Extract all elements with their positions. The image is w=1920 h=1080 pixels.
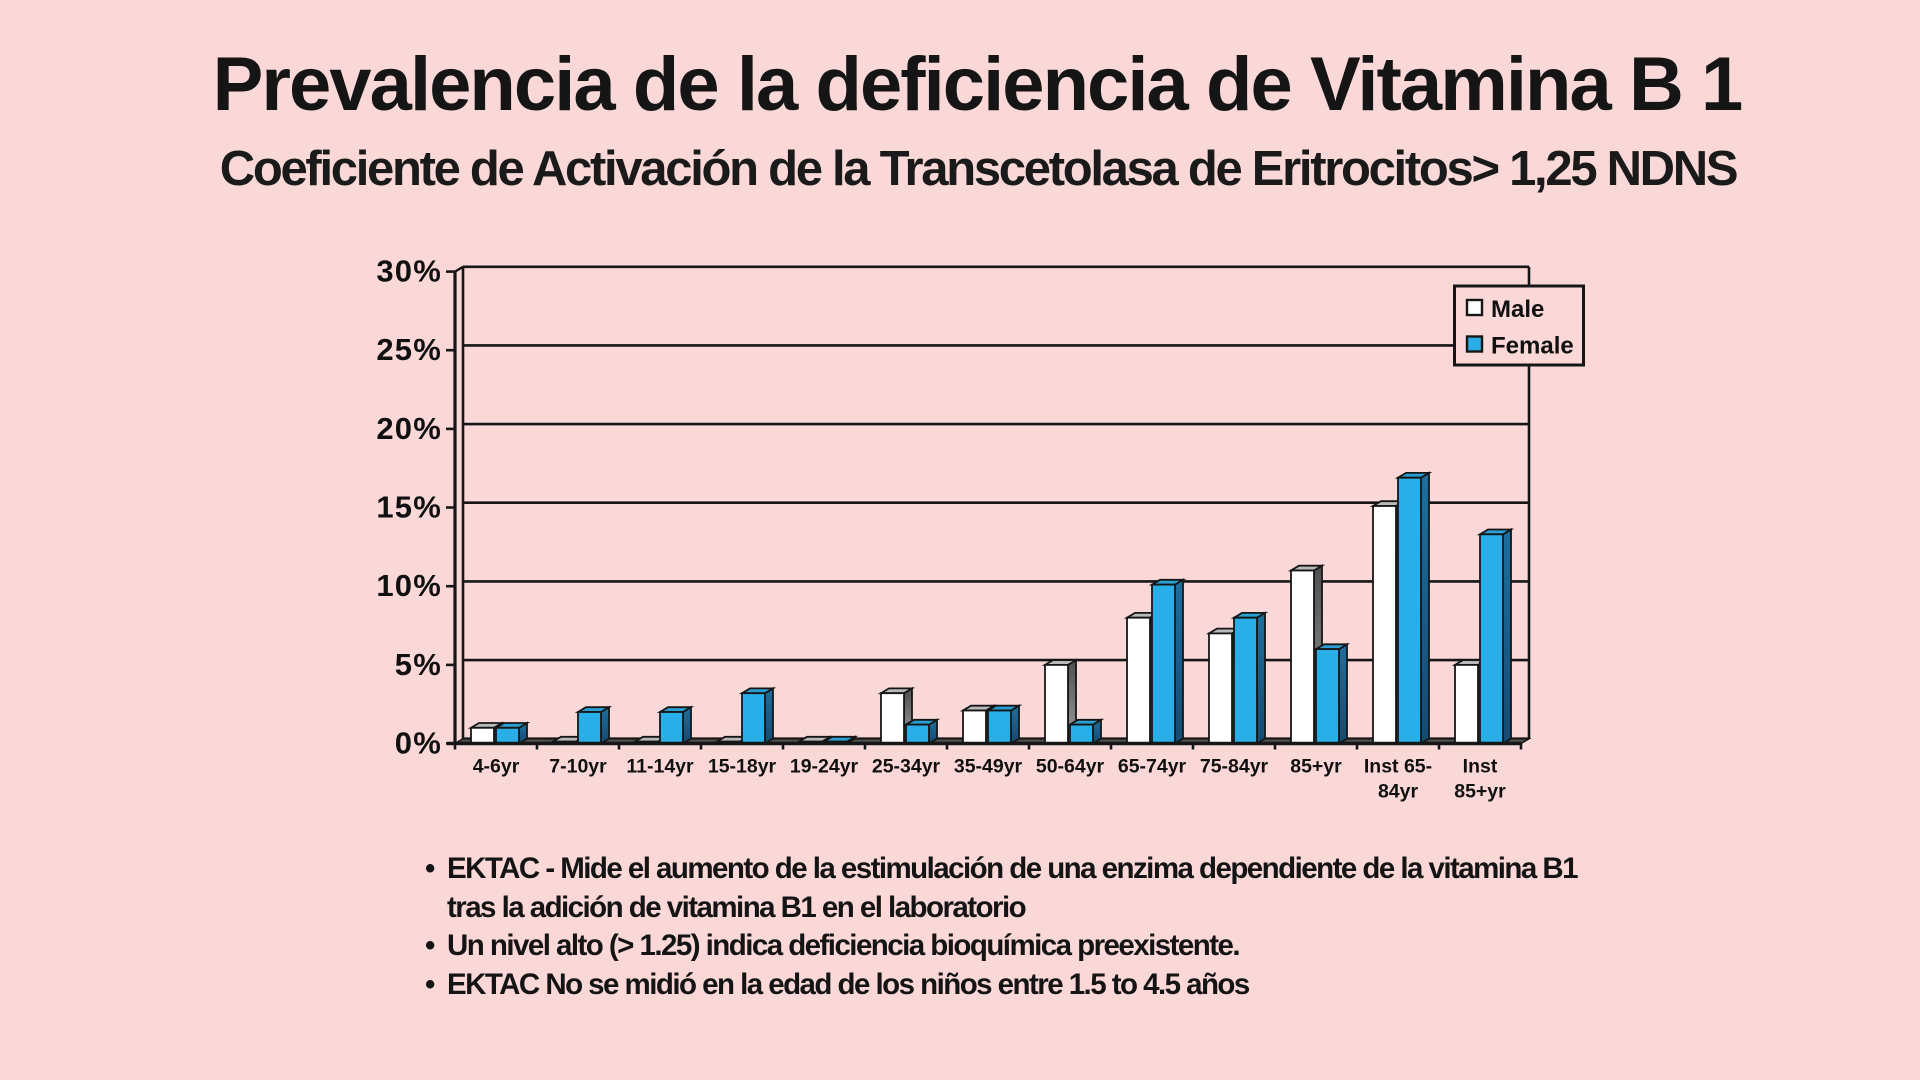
svg-text:25%: 25%	[376, 332, 442, 367]
svg-text:7-10yr: 7-10yr	[549, 756, 607, 778]
svg-text:5%: 5%	[395, 647, 442, 682]
svg-text:4-6yr: 4-6yr	[473, 756, 520, 778]
svg-text:84yr: 84yr	[1378, 781, 1419, 803]
svg-text:15-18yr: 15-18yr	[708, 756, 777, 778]
svg-text:25-34yr: 25-34yr	[872, 756, 941, 778]
svg-text:20%: 20%	[376, 411, 442, 446]
svg-text:75-84yr: 75-84yr	[1200, 756, 1269, 778]
svg-text:35-49yr: 35-49yr	[954, 756, 1023, 778]
svg-text:19-24yr: 19-24yr	[790, 756, 859, 778]
svg-text:0%: 0%	[395, 726, 442, 761]
svg-text:10%: 10%	[376, 568, 442, 603]
svg-text:85+yr: 85+yr	[1290, 756, 1342, 778]
svg-text:Male: Male	[1491, 296, 1544, 323]
svg-text:50-64yr: 50-64yr	[1036, 756, 1105, 778]
svg-text:65-74yr: 65-74yr	[1118, 756, 1187, 778]
svg-text:11-14yr: 11-14yr	[626, 756, 694, 778]
svg-text:30%: 30%	[376, 254, 442, 289]
svg-text:Inst 65-: Inst 65-	[1364, 756, 1432, 778]
svg-text:85+yr: 85+yr	[1454, 781, 1506, 803]
svg-text:Female: Female	[1491, 333, 1574, 360]
svg-text:15%: 15%	[376, 490, 442, 525]
svg-text:Inst: Inst	[1463, 756, 1498, 778]
